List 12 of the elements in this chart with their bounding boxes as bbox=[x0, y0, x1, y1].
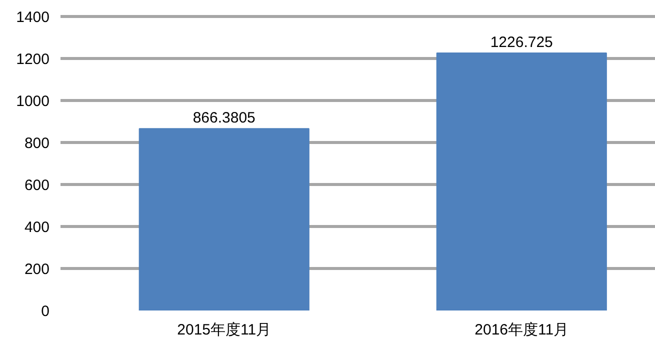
data-label: 1226.725 bbox=[490, 34, 553, 51]
y-tick-label: 1400 bbox=[16, 9, 50, 26]
y-tick-label: 800 bbox=[24, 135, 50, 152]
y-tick-label: 1200 bbox=[16, 51, 50, 68]
y-tick-label: 1000 bbox=[16, 93, 50, 110]
y-tick-label: 600 bbox=[24, 177, 50, 194]
y-tick-label: 400 bbox=[24, 219, 50, 236]
x-tick-label: 2016年度11月 bbox=[474, 322, 569, 338]
data-label: 866.3805 bbox=[192, 110, 256, 127]
y-tick-label: 200 bbox=[24, 261, 50, 278]
y-tick-label: 0 bbox=[41, 303, 50, 320]
x-tick-label: 2015年度11月 bbox=[177, 322, 272, 338]
